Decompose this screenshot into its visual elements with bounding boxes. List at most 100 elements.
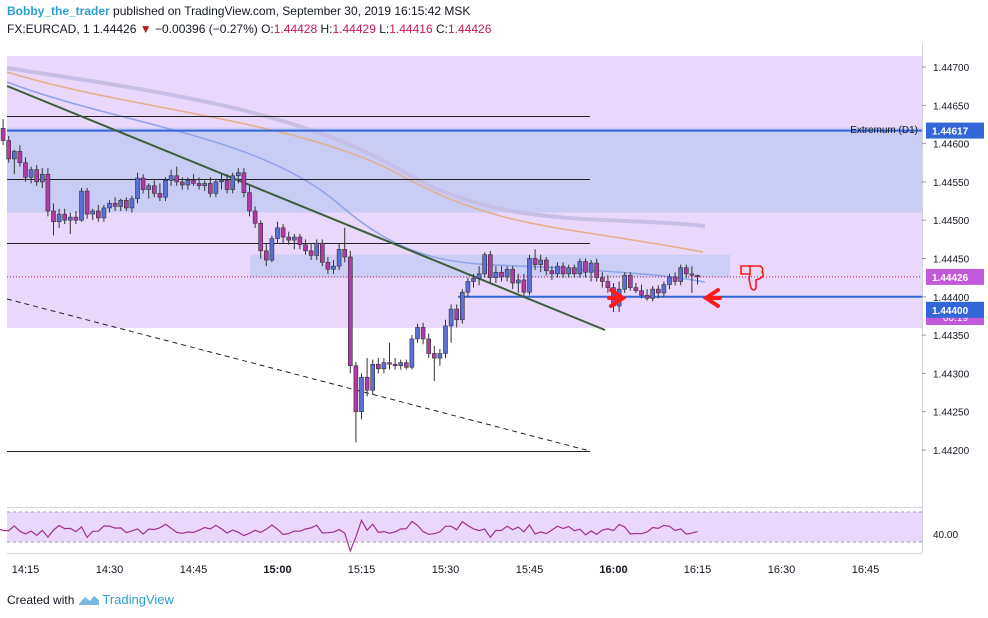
- time-tick-label: 15:15: [348, 564, 376, 576]
- candle-body: [263, 250, 269, 261]
- last-price: 1.44426: [93, 22, 137, 36]
- candle-body: [465, 281, 471, 293]
- candle-body: [504, 268, 510, 278]
- candle-body: [12, 150, 17, 160]
- high-label: H:: [320, 22, 333, 36]
- price-tick-label: 1.44350: [933, 331, 970, 342]
- candle-body: [683, 267, 689, 275]
- author-link[interactable]: Bobby_the_trader: [7, 4, 110, 18]
- candle-body: [359, 376, 364, 413]
- extremum-label: Extremum (D1): [850, 125, 918, 136]
- candle-body: [135, 177, 140, 200]
- candle-body: [319, 242, 325, 263]
- candle-body: [644, 294, 650, 299]
- publish-text: published on TradingView.com, September …: [113, 4, 471, 18]
- candle-body: [45, 173, 51, 212]
- open-value: 1.44428: [273, 22, 318, 36]
- candle-body: [577, 261, 583, 275]
- candle-body: [695, 275, 700, 278]
- time-tick-label: 14:30: [96, 564, 124, 576]
- time-tick-label: 16:45: [852, 564, 880, 576]
- price-tick-label: 1.44450: [933, 255, 970, 266]
- candle-body: [583, 261, 588, 273]
- candle-body: [336, 249, 342, 267]
- time-tick-label: 16:00: [599, 564, 627, 576]
- candle-body: [667, 276, 672, 285]
- candle-body: [308, 250, 314, 256]
- candle-body: [622, 275, 628, 290]
- candle-body: [543, 259, 549, 272]
- candle-body: [269, 238, 275, 261]
- candle-body: [454, 308, 460, 321]
- candle-body: [499, 271, 504, 278]
- candle-body: [297, 236, 303, 246]
- candle-body: [39, 173, 45, 183]
- candle-body: [258, 222, 264, 252]
- tradingview-brand[interactable]: TradingView: [102, 592, 174, 607]
- symbol-label: FX:EURCAD, 1: [7, 22, 90, 36]
- candle-body: [331, 265, 336, 270]
- candle-body: [275, 227, 280, 239]
- candle-body: [174, 175, 179, 183]
- dashed-trendline: [6, 298, 591, 452]
- candle-body: [566, 267, 572, 275]
- left-arrow-icon: [702, 288, 722, 308]
- candle-body: [286, 236, 292, 241]
- candle-body: [236, 172, 241, 177]
- candle-body: [476, 273, 482, 279]
- candle-body: [588, 262, 594, 273]
- price-change: −0.00396 (−0.27%): [155, 22, 258, 36]
- candle-body: [129, 198, 135, 209]
- candle-body: [51, 210, 56, 223]
- candle-body: [90, 210, 95, 215]
- price-tick-label: 1.44600: [933, 140, 970, 151]
- support-price-text: 1.44400: [932, 306, 969, 317]
- candle-body: [605, 281, 611, 288]
- thumbs-down-icon: [740, 265, 765, 291]
- annotations-layer: [607, 265, 765, 308]
- rsi-level-label: 40.00: [933, 530, 958, 541]
- candle-body: [515, 279, 521, 284]
- candle-body: [314, 242, 320, 256]
- candle-body: [152, 185, 157, 194]
- price-tick-label: 1.44700: [933, 63, 970, 74]
- created-with-text: Created with: [7, 592, 75, 607]
- time-tick-label: 14:45: [180, 564, 208, 576]
- rsi-band: [7, 512, 922, 542]
- candle-body: [510, 268, 516, 284]
- publish-info: Bobby_the_trader published on TradingVie…: [7, 4, 470, 18]
- candle-body: [375, 363, 381, 370]
- candle-body: [157, 193, 163, 198]
- ma-slow-line: [6, 66, 706, 228]
- candle-body: [639, 290, 644, 296]
- current-price-badge: [926, 268, 984, 285]
- candle-body: [23, 162, 28, 178]
- ma-mid-line: [6, 71, 704, 253]
- candle-body: [118, 199, 123, 207]
- candle-body: [426, 338, 432, 354]
- candle-body: [392, 363, 398, 367]
- candle-body: [146, 185, 151, 190]
- candle-body: [28, 169, 34, 178]
- high-value: 1.44429: [332, 22, 376, 36]
- candle-body: [398, 362, 404, 367]
- candle-body: [409, 338, 415, 368]
- candle-body: [202, 183, 207, 187]
- candle-body: [381, 362, 387, 370]
- candle-body: [17, 150, 23, 164]
- candle-body: [661, 284, 667, 294]
- candle-body: [280, 227, 286, 238]
- rsi-line: [0, 518, 698, 553]
- candle-body: [163, 180, 168, 198]
- down-triangle-icon: ▼: [139, 22, 152, 36]
- close-label: C:: [435, 22, 448, 36]
- rsi-pane: 40.00: [0, 511, 958, 553]
- candle-body: [420, 327, 426, 340]
- candle-body: [403, 362, 409, 368]
- candle-body: [437, 353, 443, 359]
- candle-body: [107, 203, 112, 209]
- support-price-badge: [926, 301, 984, 318]
- candle-body: [655, 288, 661, 294]
- price-tick-label: 1.44300: [933, 369, 970, 380]
